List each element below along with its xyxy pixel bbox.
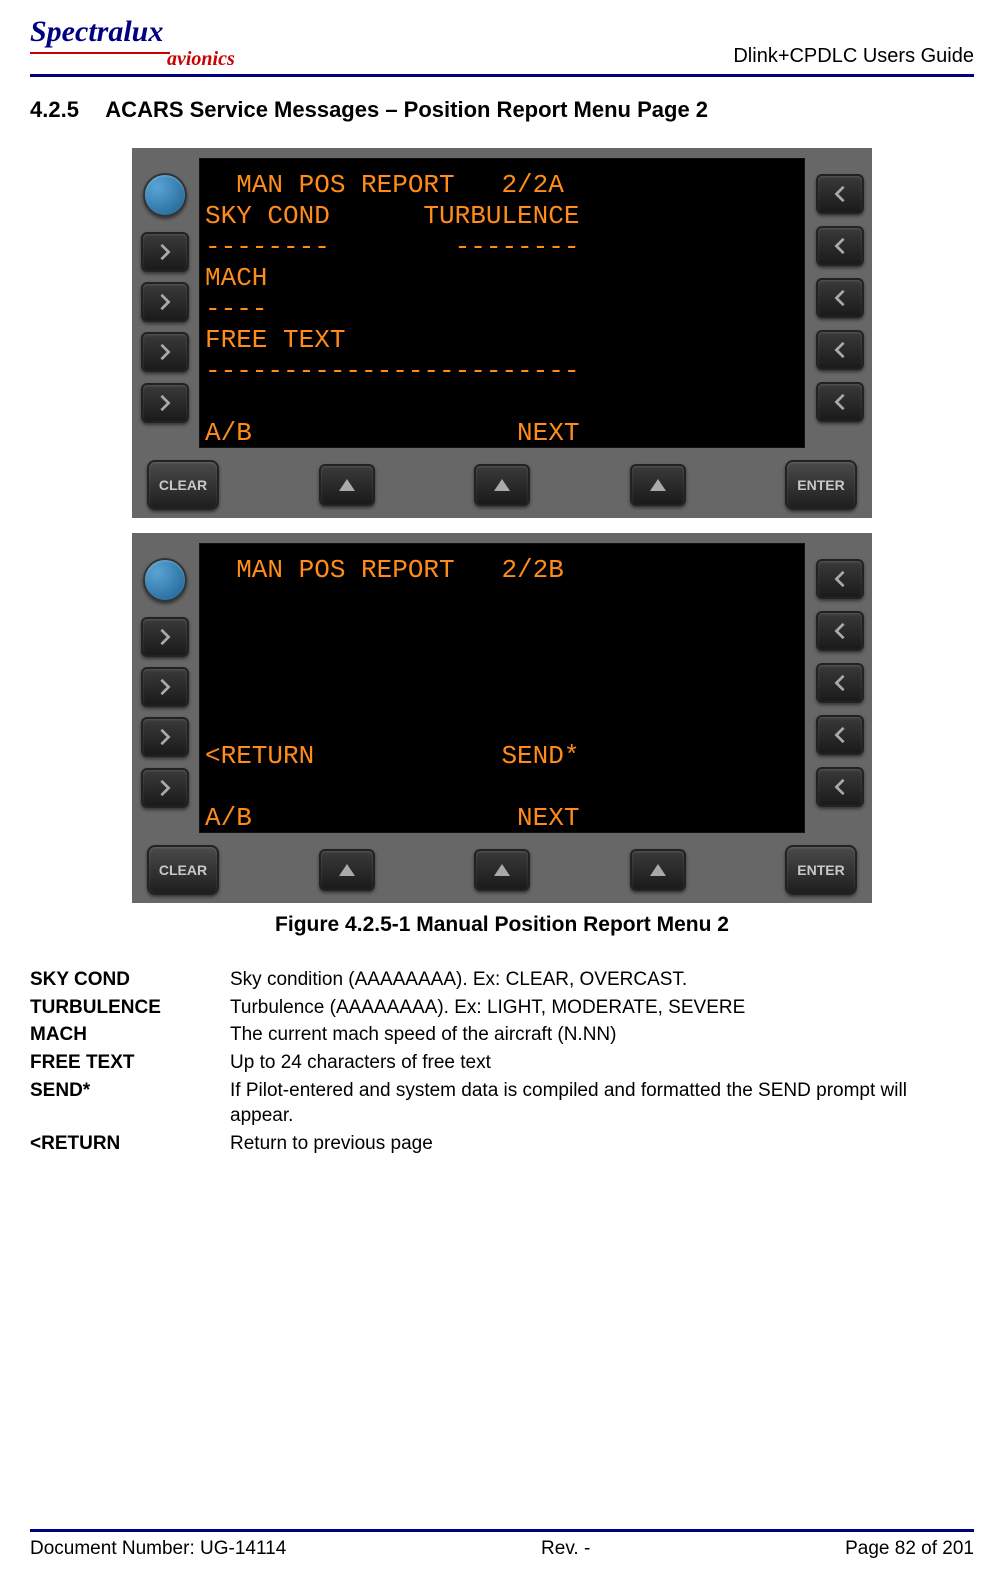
cdu-bottom-row: CLEAR ENTER [132, 833, 872, 903]
def-desc: If Pilot-entered and system data is comp… [230, 1078, 974, 1129]
screen-line [205, 647, 799, 678]
lsk-r5[interactable] [816, 382, 864, 422]
brand-underline [30, 52, 170, 54]
document-title: Dlink+CPDLC Users Guide [733, 45, 974, 68]
def-term: FREE TEXT [30, 1050, 230, 1076]
footer-revision: Rev. - [541, 1538, 590, 1560]
up-arrow-button-3[interactable] [630, 464, 686, 506]
screen-line [205, 678, 799, 709]
def-desc: Turbulence (AAAAAAAA). Ex: LIGHT, MODERA… [230, 995, 974, 1021]
screen-line: A/B NEXT [205, 802, 799, 833]
screen-line [205, 771, 799, 802]
screen-line: MAN POS REPORT 2/2B [205, 554, 799, 585]
def-row: MACHThe current mach speed of the aircra… [30, 1022, 974, 1048]
up-arrow-button-2[interactable] [474, 464, 530, 506]
lsk-l4[interactable] [141, 768, 189, 808]
brightness-knob[interactable] [143, 173, 187, 217]
brand-main-text: Spectralux [30, 15, 163, 49]
screen-line: -------- -------- [205, 231, 799, 262]
lsk-r3[interactable] [816, 278, 864, 318]
lsk-r5[interactable] [816, 767, 864, 807]
cdu-unit-b: MAN POS REPORT 2/2B <RETURN SEND* A/B NEXT… [132, 533, 872, 903]
lsk-r3[interactable] [816, 663, 864, 703]
lsk-l2[interactable] [141, 282, 189, 322]
def-term: SKY COND [30, 967, 230, 993]
cdu-bottom-row: CLEAR ENTER [132, 448, 872, 518]
screen-line [205, 616, 799, 647]
def-desc: Sky condition (AAAAAAAA). Ex: CLEAR, OVE… [230, 967, 974, 993]
page-header: Spectralux avionics Dlink+CPDLC Users Gu… [30, 20, 974, 77]
left-lsk-column [132, 533, 197, 833]
def-row: TURBULENCETurbulence (AAAAAAAA). Ex: LIG… [30, 995, 974, 1021]
lsk-r1[interactable] [816, 559, 864, 599]
lsk-r2[interactable] [816, 226, 864, 266]
cdu-screen-a: MAN POS REPORT 2/2ASKY COND TURBULENCE--… [199, 158, 805, 448]
def-term: SEND* [30, 1078, 230, 1129]
lsk-l1[interactable] [141, 617, 189, 657]
section-heading: 4.2.5 ACARS Service Messages – Position … [30, 97, 974, 123]
enter-button[interactable]: ENTER [785, 845, 857, 895]
def-row: SEND*If Pilot-entered and system data is… [30, 1078, 974, 1129]
lsk-l3[interactable] [141, 717, 189, 757]
def-desc: The current mach speed of the aircraft (… [230, 1022, 974, 1048]
cdu-screen-b: MAN POS REPORT 2/2B <RETURN SEND* A/B NEXT [199, 543, 805, 833]
up-arrow-button-2[interactable] [474, 849, 530, 891]
up-arrow-button-1[interactable] [319, 464, 375, 506]
lsk-r4[interactable] [816, 715, 864, 755]
screen-line: ---- [205, 293, 799, 324]
cdu-unit-a: MAN POS REPORT 2/2ASKY COND TURBULENCE--… [132, 148, 872, 518]
def-desc: Return to previous page [230, 1131, 974, 1157]
def-row: FREE TEXTUp to 24 characters of free tex… [30, 1050, 974, 1076]
def-desc: Up to 24 characters of free text [230, 1050, 974, 1076]
screen-line: A/B NEXT [205, 417, 799, 448]
brightness-knob[interactable] [143, 558, 187, 602]
screen-line: FREE TEXT [205, 324, 799, 355]
clear-button[interactable]: CLEAR [147, 845, 219, 895]
brand-logo: Spectralux avionics [30, 20, 270, 70]
screen-line [205, 386, 799, 417]
def-term: MACH [30, 1022, 230, 1048]
up-arrow-button-3[interactable] [630, 849, 686, 891]
page-footer: Document Number: UG-14114 Rev. - Page 82… [30, 1529, 974, 1560]
screen-line: MAN POS REPORT 2/2A [205, 169, 799, 200]
lsk-r1[interactable] [816, 174, 864, 214]
screen-line [205, 709, 799, 740]
screen-line: <RETURN SEND* [205, 740, 799, 771]
definitions-table: SKY CONDSky condition (AAAAAAAA). Ex: CL… [30, 967, 974, 1156]
footer-page-number: Page 82 of 201 [845, 1538, 974, 1560]
screen-line: SKY COND TURBULENCE [205, 200, 799, 231]
def-term: <RETURN [30, 1131, 230, 1157]
right-lsk-column [807, 148, 872, 448]
def-row: <RETURNReturn to previous page [30, 1131, 974, 1157]
screen-line [205, 585, 799, 616]
right-lsk-column [807, 533, 872, 833]
clear-button[interactable]: CLEAR [147, 460, 219, 510]
screen-line: MACH [205, 262, 799, 293]
up-arrow-button-1[interactable] [319, 849, 375, 891]
lsk-l4[interactable] [141, 383, 189, 423]
def-row: SKY CONDSky condition (AAAAAAAA). Ex: CL… [30, 967, 974, 993]
lsk-r2[interactable] [816, 611, 864, 651]
enter-button[interactable]: ENTER [785, 460, 857, 510]
lsk-r4[interactable] [816, 330, 864, 370]
lsk-l1[interactable] [141, 232, 189, 272]
screen-line: ------------------------ [205, 355, 799, 386]
def-term: TURBULENCE [30, 995, 230, 1021]
lsk-l3[interactable] [141, 332, 189, 372]
lsk-l2[interactable] [141, 667, 189, 707]
left-lsk-column [132, 148, 197, 448]
footer-doc-number: Document Number: UG-14114 [30, 1538, 286, 1560]
figure-caption: Figure 4.2.5-1 Manual Position Report Me… [30, 913, 974, 937]
section-number: 4.2.5 [30, 97, 100, 123]
brand-sub-text: avionics [167, 48, 235, 71]
section-title: ACARS Service Messages – Position Report… [105, 97, 708, 122]
